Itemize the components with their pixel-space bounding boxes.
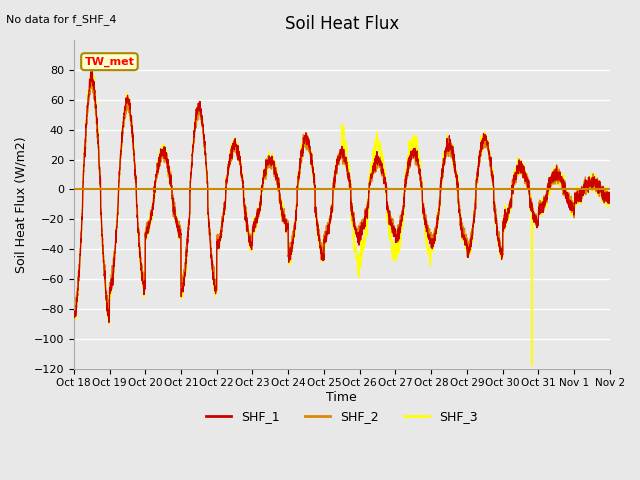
Legend: SHF_1, SHF_2, SHF_3: SHF_1, SHF_2, SHF_3: [202, 405, 483, 428]
Text: No data for f_SHF_4: No data for f_SHF_4: [6, 14, 117, 25]
Title: Soil Heat Flux: Soil Heat Flux: [285, 15, 399, 33]
Text: TW_met: TW_met: [84, 57, 134, 67]
Y-axis label: Soil Heat Flux (W/m2): Soil Heat Flux (W/m2): [15, 136, 28, 273]
X-axis label: Time: Time: [326, 391, 357, 404]
